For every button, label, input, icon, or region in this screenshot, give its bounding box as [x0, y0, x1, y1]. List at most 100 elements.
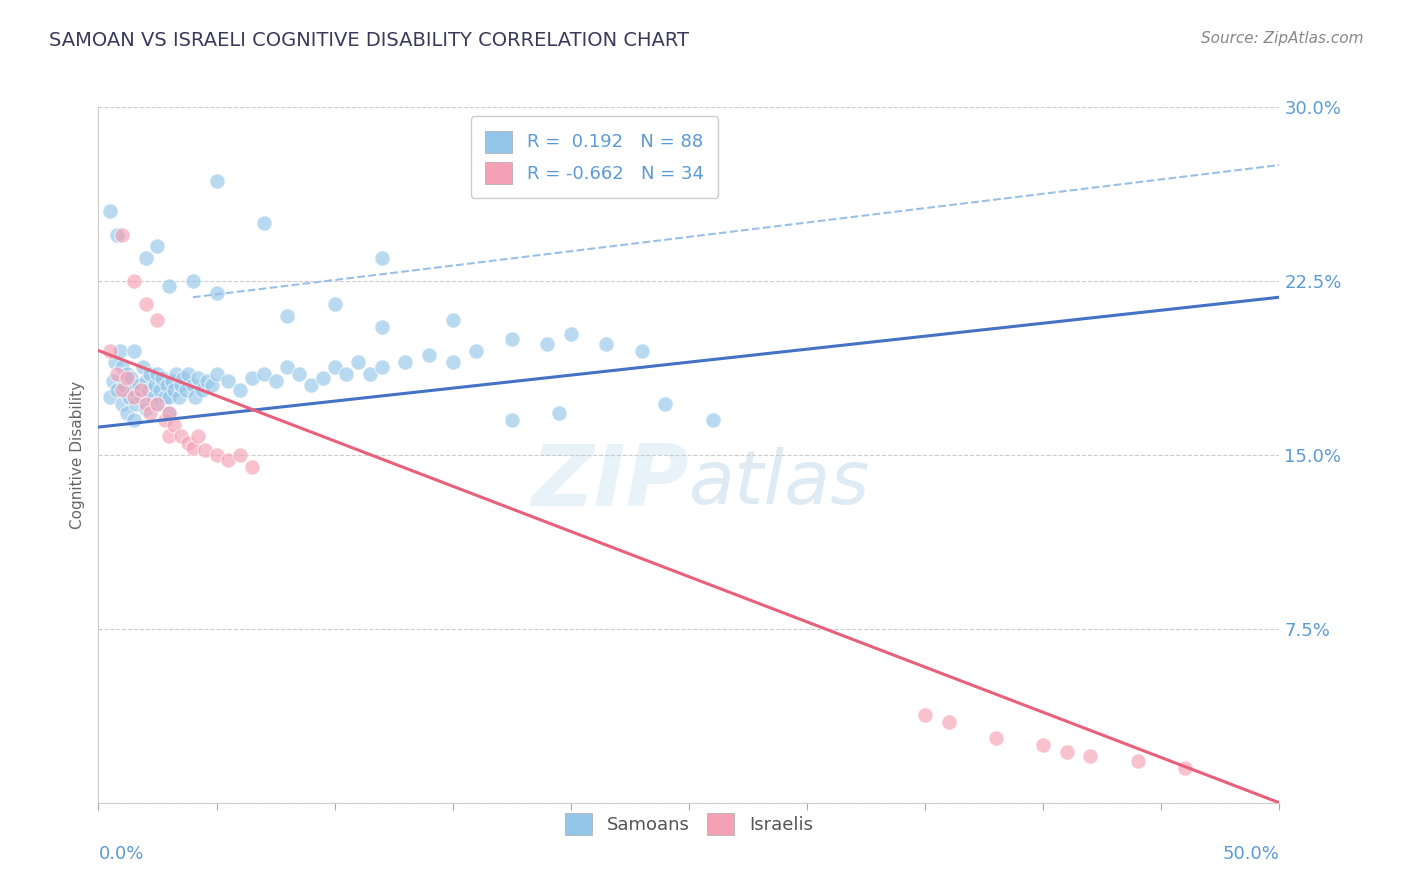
- Point: [163, 383, 186, 397]
- Point: [371, 251, 394, 265]
- Point: [371, 320, 394, 334]
- Point: [205, 285, 228, 300]
- Point: [181, 441, 204, 455]
- Point: [129, 383, 152, 397]
- Point: [288, 367, 311, 381]
- Point: [111, 383, 134, 397]
- Point: [170, 429, 193, 443]
- Point: [654, 397, 676, 411]
- Point: [240, 459, 263, 474]
- Point: [1056, 745, 1078, 759]
- Point: [146, 313, 169, 327]
- Point: [135, 251, 157, 265]
- Point: [115, 371, 138, 385]
- Point: [253, 216, 276, 230]
- Point: [264, 374, 287, 388]
- Point: [394, 355, 416, 369]
- Point: [167, 390, 190, 404]
- Point: [418, 348, 440, 362]
- Point: [1174, 761, 1197, 775]
- Point: [465, 343, 488, 358]
- Point: [146, 397, 169, 411]
- Point: [323, 297, 346, 311]
- Point: [135, 401, 157, 416]
- Point: [217, 452, 239, 467]
- Text: ZIP: ZIP: [531, 442, 689, 524]
- Point: [184, 390, 207, 404]
- Point: [229, 383, 252, 397]
- Point: [111, 397, 134, 411]
- Point: [1032, 738, 1054, 752]
- Point: [276, 359, 298, 374]
- Point: [299, 378, 322, 392]
- Point: [101, 374, 124, 388]
- Point: [108, 343, 131, 358]
- Point: [157, 278, 180, 293]
- Point: [501, 413, 523, 427]
- Point: [122, 343, 145, 358]
- Point: [276, 309, 298, 323]
- Point: [150, 371, 173, 385]
- Point: [98, 204, 121, 219]
- Point: [98, 343, 121, 358]
- Point: [163, 417, 186, 432]
- Text: Source: ZipAtlas.com: Source: ZipAtlas.com: [1201, 31, 1364, 46]
- Point: [174, 383, 197, 397]
- Point: [139, 406, 162, 420]
- Point: [195, 374, 218, 388]
- Point: [205, 174, 228, 188]
- Point: [122, 383, 145, 397]
- Point: [312, 371, 335, 385]
- Point: [347, 355, 370, 369]
- Point: [441, 313, 464, 327]
- Point: [122, 390, 145, 404]
- Point: [181, 378, 204, 392]
- Point: [359, 367, 381, 381]
- Point: [98, 390, 121, 404]
- Point: [122, 274, 145, 288]
- Point: [191, 383, 214, 397]
- Point: [143, 378, 166, 392]
- Point: [253, 367, 276, 381]
- Point: [914, 707, 936, 722]
- Point: [146, 397, 169, 411]
- Point: [177, 436, 200, 450]
- Point: [146, 239, 169, 253]
- Point: [165, 367, 187, 381]
- Text: atlas: atlas: [689, 447, 870, 519]
- Point: [115, 406, 138, 420]
- Point: [172, 371, 194, 385]
- Point: [128, 378, 150, 392]
- Point: [118, 390, 141, 404]
- Point: [135, 297, 157, 311]
- Point: [702, 413, 724, 427]
- Point: [104, 355, 127, 369]
- Point: [135, 397, 157, 411]
- Point: [156, 378, 179, 392]
- Point: [136, 383, 159, 397]
- Point: [153, 390, 176, 404]
- Point: [105, 367, 128, 381]
- Point: [157, 390, 180, 404]
- Point: [111, 227, 134, 242]
- Point: [149, 383, 172, 397]
- Point: [122, 413, 145, 427]
- Point: [441, 355, 464, 369]
- Point: [205, 448, 228, 462]
- Point: [125, 397, 148, 411]
- Point: [536, 336, 558, 351]
- Point: [160, 374, 183, 388]
- Point: [105, 383, 128, 397]
- Point: [111, 359, 134, 374]
- Point: [187, 429, 209, 443]
- Point: [229, 448, 252, 462]
- Point: [205, 367, 228, 381]
- Point: [170, 378, 193, 392]
- Point: [984, 731, 1007, 745]
- Point: [630, 343, 652, 358]
- Point: [217, 374, 239, 388]
- Point: [139, 367, 162, 381]
- Point: [146, 367, 169, 381]
- Point: [1126, 754, 1149, 768]
- Point: [240, 371, 263, 385]
